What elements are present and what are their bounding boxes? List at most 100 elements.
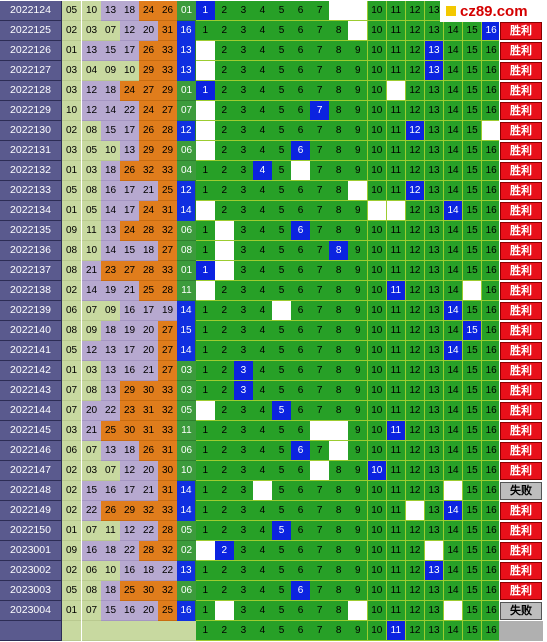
position-cell-12: 12 — [405, 621, 426, 641]
position-cell-2 — [215, 241, 235, 261]
position-cell-12: 12 — [405, 561, 426, 581]
draw-number: 08 — [62, 321, 81, 341]
period-cell: 2022124 — [0, 1, 62, 21]
position-cell-11 — [386, 81, 407, 101]
period-cell: 2022133 — [0, 181, 62, 201]
draw-number: 07 — [82, 441, 101, 461]
draw-number: 17 — [139, 301, 158, 321]
position-cell-11: 11 — [386, 601, 407, 621]
position-cell-14: 14 — [443, 261, 464, 281]
position-cell-15: 15 — [462, 401, 483, 421]
position-cell-14: 14 — [443, 321, 464, 341]
position-cell-6: 6 — [291, 461, 311, 481]
position-cell-4: 4 — [253, 41, 273, 61]
position-cell-7: 7 — [310, 601, 330, 621]
draw-number: 15 — [101, 601, 120, 621]
position-cell-2: 2 — [215, 561, 235, 581]
position-cell-1 — [196, 101, 216, 121]
position-cell-6: 6 — [291, 201, 311, 221]
position-cell-5: 5 — [272, 221, 292, 241]
position-cell-8: 8 — [329, 621, 349, 641]
position-cell-13 — [424, 541, 445, 561]
position-cell-8: 8 — [329, 481, 349, 501]
draw-number: 13 — [101, 381, 120, 401]
position-cell-8: 8 — [329, 161, 349, 181]
position-cell-3: 3 — [234, 41, 254, 61]
position-cell-2: 2 — [215, 81, 235, 101]
draw-number: 18 — [101, 581, 120, 601]
draw-number: 15 — [82, 481, 101, 501]
draw-number: 31 — [139, 421, 158, 441]
special-number: 11 — [177, 281, 196, 301]
position-cell-12: 12 — [405, 261, 426, 281]
result-win-badge: 胜利 — [499, 501, 543, 521]
position-cell-11: 11 — [386, 421, 407, 441]
draw-number: 32 — [158, 541, 177, 561]
position-cell-5: 5 — [272, 501, 292, 521]
position-cell-1: 1 — [196, 341, 216, 361]
position-cell-10: 10 — [367, 261, 388, 281]
position-cell-7: 7 — [310, 561, 330, 581]
special-number: 01 — [177, 261, 196, 281]
draw-number: 24 — [120, 81, 139, 101]
result-win-badge: 胜利 — [499, 21, 543, 41]
special-number: 14 — [177, 341, 196, 361]
draw-number: 31 — [158, 481, 177, 501]
position-cell-6: 6 — [291, 501, 311, 521]
position-cell-2 — [215, 261, 235, 281]
position-cell-7: 7 — [310, 481, 330, 501]
special-number: 13 — [177, 41, 196, 61]
draw-number: 31 — [158, 441, 177, 461]
position-cell-10: 10 — [367, 81, 388, 101]
position-cell-11: 11 — [386, 521, 407, 541]
position-cell-9: 9 — [348, 541, 369, 561]
position-cell-1: 1 — [196, 501, 216, 521]
position-cell-8: 8 — [329, 81, 349, 101]
position-cell-4: 4 — [253, 321, 273, 341]
draw-number: 33 — [158, 61, 177, 81]
position-cell-4: 4 — [253, 581, 273, 601]
position-cell-7: 7 — [310, 441, 330, 461]
position-cell-10: 10 — [367, 341, 388, 361]
draw-number: 33 — [158, 421, 177, 441]
position-cell-4: 4 — [253, 201, 273, 221]
position-cell-1: 1 — [196, 461, 216, 481]
position-cell-15: 15 — [462, 341, 483, 361]
position-cell-4: 4 — [253, 21, 273, 41]
position-cell-14: 14 — [443, 521, 464, 541]
draw-number: 27 — [120, 261, 139, 281]
position-cell-14: 14 — [443, 101, 464, 121]
draw-number: 13 — [101, 341, 120, 361]
special-number: 06 — [177, 221, 196, 241]
position-cell-12: 12 — [405, 241, 426, 261]
position-cell-2: 2 — [215, 501, 235, 521]
result-win-badge: 胜利 — [499, 401, 543, 421]
position-cell-14: 14 — [443, 121, 464, 141]
draw-number: 04 — [82, 61, 101, 81]
draw-number: 26 — [139, 41, 158, 61]
position-cell-9: 9 — [348, 401, 369, 421]
position-cell-7: 7 — [310, 181, 330, 201]
special-number: 14 — [177, 301, 196, 321]
draw-number: 13 — [120, 141, 139, 161]
draw-number: 14 — [101, 201, 120, 221]
position-cell-12: 12 — [405, 81, 426, 101]
position-cell-2 — [215, 221, 235, 241]
draw-number: 08 — [62, 261, 81, 281]
result-win-badge: 胜利 — [499, 541, 543, 561]
position-cell-4: 4 — [253, 81, 273, 101]
position-cell-11: 11 — [386, 141, 407, 161]
draw-number: 28 — [158, 121, 177, 141]
period-cell: 2022132 — [0, 161, 62, 181]
position-cell-12: 12 — [405, 1, 426, 21]
draw-number: 14 — [101, 241, 120, 261]
position-cell-15: 15 — [462, 241, 483, 261]
draw-number: 03 — [62, 81, 81, 101]
draw-number: 12 — [82, 101, 101, 121]
position-cell-8: 8 — [329, 501, 349, 521]
position-cell-9: 9 — [348, 441, 369, 461]
draw-number: 09 — [101, 61, 120, 81]
period-cell: 2022125 — [0, 21, 62, 41]
period-cell: 2022142 — [0, 361, 62, 381]
position-cell-10: 10 — [367, 381, 388, 401]
